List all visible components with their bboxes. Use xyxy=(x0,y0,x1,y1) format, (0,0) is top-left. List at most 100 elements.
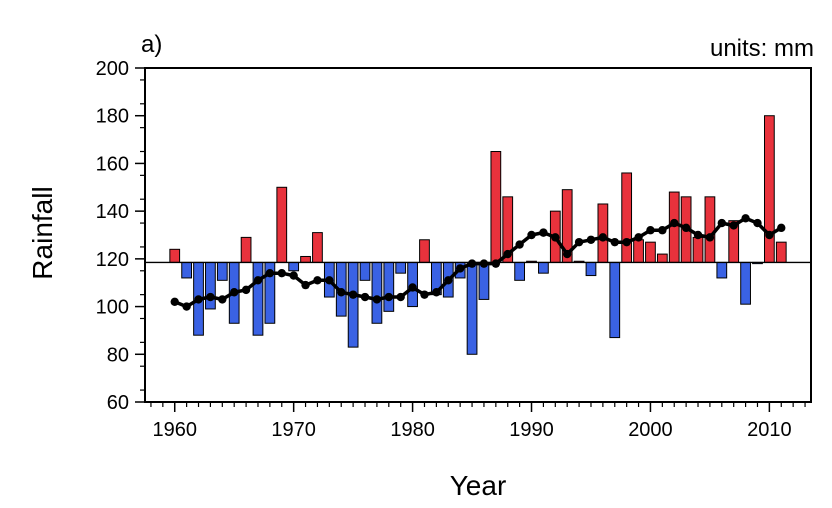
bar-1972 xyxy=(312,232,323,263)
trend-point-1995 xyxy=(586,235,596,244)
trend-point-2003 xyxy=(681,223,691,233)
bar-1977 xyxy=(371,261,383,324)
trend-point-1989 xyxy=(515,240,524,249)
y-tick-label: 100 xyxy=(96,297,129,319)
trend-point-2000 xyxy=(646,226,655,235)
trend-point-2002 xyxy=(670,218,679,228)
bar-1963 xyxy=(205,261,216,310)
trend-point-2010 xyxy=(765,230,774,240)
trend-point-1972 xyxy=(313,276,322,285)
trend-point-1980 xyxy=(408,283,417,292)
bar-1970 xyxy=(288,261,300,272)
y-tick-label: 80 xyxy=(107,344,129,366)
bar-2006 xyxy=(716,261,728,279)
trend-point-1983 xyxy=(444,276,453,285)
trend-point-1965 xyxy=(229,288,239,297)
bar-1969 xyxy=(276,186,288,263)
bar-1981 xyxy=(419,239,430,263)
trend-point-1960 xyxy=(170,297,179,306)
trend-point-2005 xyxy=(705,233,715,242)
trend-point-2011 xyxy=(777,223,786,233)
trend-point-1999 xyxy=(634,233,643,242)
bar-1966 xyxy=(240,236,252,263)
trend-point-1967 xyxy=(253,276,263,285)
bar-1964 xyxy=(216,261,228,281)
y-tick-label: 120 xyxy=(96,249,129,271)
bar-1978 xyxy=(383,261,395,312)
trend-point-1976 xyxy=(360,292,370,302)
bar-1999 xyxy=(633,239,644,263)
y-tick-label: 140 xyxy=(96,201,129,223)
trend-point-2008 xyxy=(741,214,750,223)
bar-1989 xyxy=(514,261,526,281)
panel-label: a) xyxy=(141,31,162,58)
bar-1976 xyxy=(359,261,371,281)
bar-2011 xyxy=(775,241,787,263)
bar-2005 xyxy=(704,196,716,263)
y-tick-label: 200 xyxy=(96,58,129,80)
bar-1997 xyxy=(609,261,621,339)
y-axis-title: Rainfall xyxy=(27,186,58,279)
trend-point-1998 xyxy=(622,237,631,247)
trend-point-1973 xyxy=(325,276,334,285)
trend-point-1979 xyxy=(396,292,405,302)
trend-point-1969 xyxy=(277,268,286,278)
bar-1998 xyxy=(621,172,633,263)
bar-2008 xyxy=(740,261,751,305)
trend-point-1974 xyxy=(337,288,346,297)
x-tick-label: 2000 xyxy=(628,419,673,441)
trend-point-1985 xyxy=(467,259,477,268)
y-axis: 60 80 100 120 140 160 180 200 xyxy=(96,58,145,414)
trend-point-2004 xyxy=(693,230,703,240)
y-tick-label: 160 xyxy=(96,153,129,175)
bar-1991 xyxy=(538,261,549,274)
trend-point-1968 xyxy=(265,268,275,278)
bar-1986 xyxy=(478,261,490,300)
trend-point-2009 xyxy=(753,218,762,228)
trend-point-1993 xyxy=(562,249,572,259)
bar-2004 xyxy=(692,236,704,263)
bar-1987 xyxy=(490,151,502,263)
bars-group xyxy=(169,115,787,355)
x-tick-label: 2010 xyxy=(747,419,792,441)
y-tick-label: 60 xyxy=(107,392,129,414)
trend-point-1986 xyxy=(479,259,489,268)
trend-point-1992 xyxy=(551,233,560,242)
trend-point-1982 xyxy=(432,288,441,297)
trend-point-1990 xyxy=(527,230,536,240)
bar-1995 xyxy=(585,261,597,277)
trend-point-2007 xyxy=(729,221,738,230)
trend-point-1977 xyxy=(372,295,382,304)
bar-1960 xyxy=(169,248,181,263)
bar-1961 xyxy=(181,261,193,279)
trend-point-1994 xyxy=(574,237,584,247)
trend-point-1961 xyxy=(182,302,191,311)
bar-1967 xyxy=(252,261,264,336)
trend-point-1962 xyxy=(194,295,203,304)
x-tick-label: 1960 xyxy=(152,419,197,441)
bar-1985 xyxy=(466,261,478,355)
trend-point-1987 xyxy=(491,259,501,268)
bar-1971 xyxy=(300,255,311,263)
trend-point-2001 xyxy=(658,226,667,235)
plot-frame xyxy=(144,67,812,403)
trend-point-1996 xyxy=(598,233,608,242)
trend-point-1984 xyxy=(455,264,465,273)
trend-point-1964 xyxy=(218,295,227,304)
x-axis-title: Year xyxy=(450,470,507,501)
trend-point-1981 xyxy=(420,290,429,299)
x-tick-label: 1980 xyxy=(390,419,435,441)
trend-point-1997 xyxy=(610,237,619,247)
trend-line xyxy=(174,216,783,309)
y-tick-label: 180 xyxy=(96,106,129,128)
x-tick-label: 1970 xyxy=(271,419,316,441)
trend-point-2006 xyxy=(717,218,727,228)
bar-2000 xyxy=(645,241,656,263)
bar-1975 xyxy=(347,261,359,348)
trend-line-group xyxy=(170,214,786,311)
units-label: units: mm xyxy=(710,35,814,62)
trend-point-1971 xyxy=(301,280,310,290)
trend-point-1970 xyxy=(289,271,298,280)
trend-point-1975 xyxy=(348,290,358,299)
